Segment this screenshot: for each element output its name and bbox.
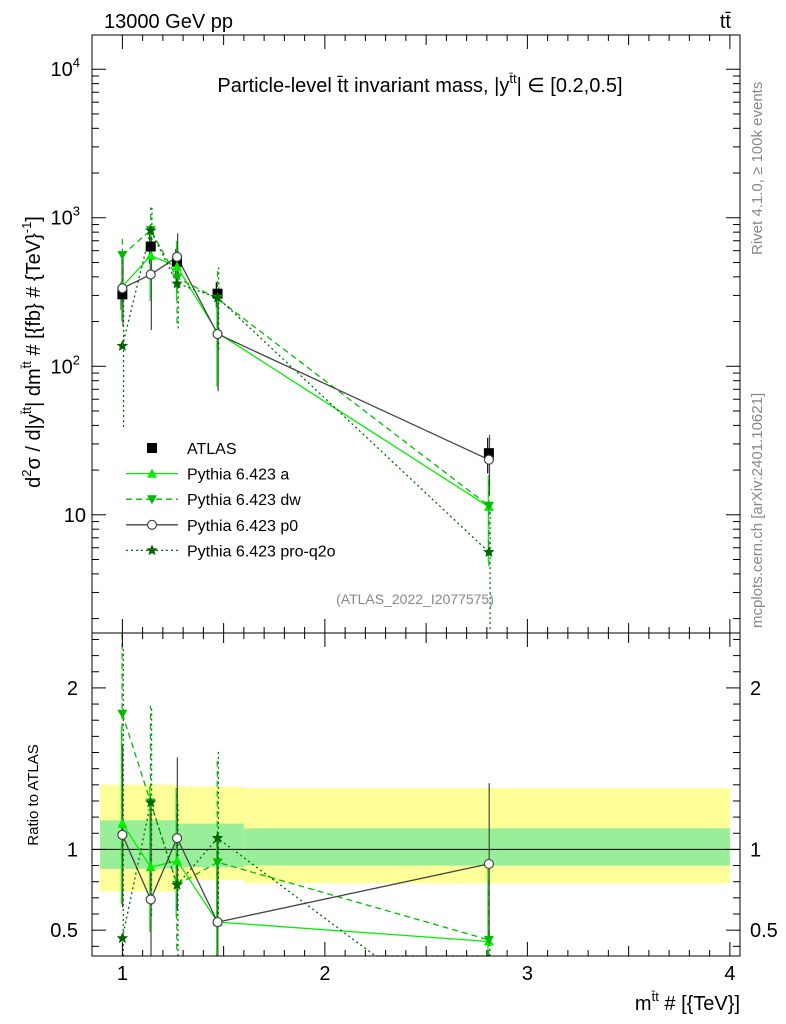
main-title-sup: t̄t: [509, 71, 517, 86]
main-point-atlas: [117, 289, 128, 300]
ratio-panel: 0.5 0.5 1 1 2 2 1 2 3 4 Ratio to ATLAS mt̄t # [{T…: [25, 632, 778, 1015]
ratio-markers: [116, 709, 494, 946]
ratio-band-green: [100, 820, 178, 869]
main-point-atlas: [483, 448, 494, 459]
main-title-text: Particle-level t̄t invariant mass, |y: [217, 75, 509, 97]
main-point-pythia-6-423-pro-q2o: [171, 277, 183, 289]
legend-marker-atlas: [147, 443, 157, 453]
ratio-point-pythia-6-423-pro-q2o: [145, 796, 157, 808]
legend-marker-pythia-6-423-pro-q2o: [146, 544, 158, 556]
ratio-point-pythia-6-423-p0: [117, 829, 128, 840]
main-y-tick-label: 10: [64, 505, 86, 527]
ratio-point-pythia-6-423-pro-q2o: [211, 832, 224, 843]
ylabel-d: # [{fb} # {TeV}: [23, 233, 45, 361]
main-y-axis-label: d2σ / d|yt̄t| dmt̄t # [{fb} # {TeV}-1]: [19, 216, 45, 488]
ratio-point-pythia-6-423-p0: [483, 858, 494, 870]
main-point-pythia-6-423-pro-q2o: [145, 224, 157, 236]
ylabel-a: d: [23, 477, 45, 488]
main-point-pythia-6-423-p0: [212, 328, 223, 340]
ylabel-b: σ / d|y: [23, 414, 45, 469]
ratio-y-tick-label: 2: [67, 678, 78, 700]
ratio-y-tick-label: 1: [67, 839, 78, 861]
ratio-point-pythia-6-423-a: [117, 818, 128, 828]
ratio-y-tick-label-right: 0.5: [750, 920, 778, 942]
ylabel-a-sup: 2: [19, 470, 34, 477]
main-y-tick-label: 102: [51, 352, 80, 378]
ylabel-d-sup: -1: [19, 222, 34, 234]
ratio-frame: [91, 632, 741, 957]
main-markers: [116, 224, 495, 557]
ratio-point-pythia-6-423-p0: [145, 894, 156, 905]
ratio-y-tick-label: 0.5: [50, 920, 78, 942]
legend-marker-pythia-6-423-dw: [147, 495, 157, 505]
ylabel-c: | dm: [23, 368, 45, 407]
main-point-pythia-6-423-p0: [171, 251, 183, 263]
main-axis-ticks: 10 102 103 104: [51, 35, 740, 633]
main-point-pythia-6-423-pro-q2o: [211, 291, 224, 303]
rivet-label: Rivet 4.1.0, ≥ 100k events: [749, 82, 766, 255]
ratio-line-pythia-6-423-dw: [121, 713, 490, 941]
xlabel-b: # [{TeV}]: [659, 993, 740, 1015]
main-point-pythia-6-423-p0: [483, 454, 494, 465]
xlabel-a-sup: t̄t: [651, 989, 659, 1004]
ratio-point-pythia-6-423-dw: [212, 858, 223, 868]
main-point-pythia-6-423-p0: [117, 283, 128, 294]
ratio-point-pythia-6-423-pro-q2o: [171, 878, 183, 890]
main-point-pythia-6-423-a: [172, 261, 183, 271]
legend-label-pythia-6-423-p0: Pythia 6.423 p0: [187, 518, 298, 535]
ratio-point-pythia-6-423-p0: [212, 916, 223, 928]
x-tick-label: 4: [724, 963, 735, 985]
x-tick-label: 1: [117, 963, 128, 985]
energy-label: 13000 GeV pp: [104, 11, 233, 33]
main-y-tick-label: 103: [51, 204, 80, 230]
ylabel-c-sup: t̄t: [19, 361, 34, 369]
legend-label-atlas: ATLAS: [187, 441, 237, 458]
main-y-tick-label: 104: [51, 55, 80, 81]
main-point-pythia-6-423-pro-q2o: [116, 340, 129, 351]
ylabel-e: ]: [23, 216, 45, 222]
main-line-pythia-6-423-pro-q2o: [121, 228, 490, 553]
analysis-watermark: (ATLAS_2022_I2077575): [336, 591, 494, 607]
mcplots-label: mcplots.cern.ch [arXiv:2401.10621]: [749, 393, 766, 628]
legend-marker-pythia-6-423-a: [147, 468, 157, 478]
main-title: Particle-level t̄t invariant mass, |yt̄t…: [217, 71, 622, 97]
main-point-pythia-6-423-a: [145, 250, 156, 260]
ratio-y-axis-label: Ratio to ATLAS: [25, 744, 42, 845]
ratio-point-pythia-6-423-dw: [117, 709, 128, 719]
main-point-pythia-6-423-pro-q2o: [483, 546, 495, 557]
legend-label-pythia-6-423-a: Pythia 6.423 a: [187, 467, 289, 484]
main-point-pythia-6-423-p0: [145, 269, 156, 280]
x-tick-label: 2: [319, 963, 330, 985]
ratio-point-pythia-6-423-a: [172, 855, 183, 865]
ratio-point-pythia-6-423-a: [145, 862, 156, 872]
ylabel-b-sup: t̄t: [19, 407, 34, 415]
process-label: tt̄: [720, 11, 732, 33]
main-title-tail: | ∈ [0.2,0.5]: [517, 75, 623, 97]
main-point-pythia-6-423-dw: [117, 251, 128, 261]
legend: ATLAS Pythia 6.423 a Pythia 6.423 dw Pythia…: [126, 441, 336, 560]
xlabel-a: m: [635, 993, 652, 1015]
legend-marker-pythia-6-423-p0: [146, 519, 158, 530]
main-point-atlas: [145, 241, 156, 252]
main-line-pythia-6-423-a: [121, 254, 490, 508]
legend-label-pythia-6-423-dw: Pythia 6.423 dw: [187, 492, 301, 509]
x-tick-label: 3: [522, 963, 533, 985]
ratio-axis-ticks: 0.5 0.5 1 1 2 2 1 2 3 4: [50, 633, 778, 985]
legend-label-pythia-6-423-pro-q2o: Pythia 6.423 pro-q2o: [187, 543, 336, 560]
ratio-y-tick-label-right: 2: [750, 678, 761, 700]
ratio-line-pythia-6-423-pro-q2o: [121, 800, 489, 957]
ratio-point-pythia-6-423-dw: [483, 935, 494, 945]
ratio-point-pythia-6-423-pro-q2o: [116, 932, 129, 944]
ratio-point-pythia-6-423-p0: [171, 833, 183, 844]
main-panel: 10 102 103 104 Particle-level t̄t invariant…: [19, 34, 741, 634]
x-axis-label: mt̄t # [{TeV}]: [635, 989, 740, 1015]
main-point-pythia-6-423-dw: [483, 501, 494, 511]
ratio-y-tick-label-right: 1: [750, 839, 761, 861]
